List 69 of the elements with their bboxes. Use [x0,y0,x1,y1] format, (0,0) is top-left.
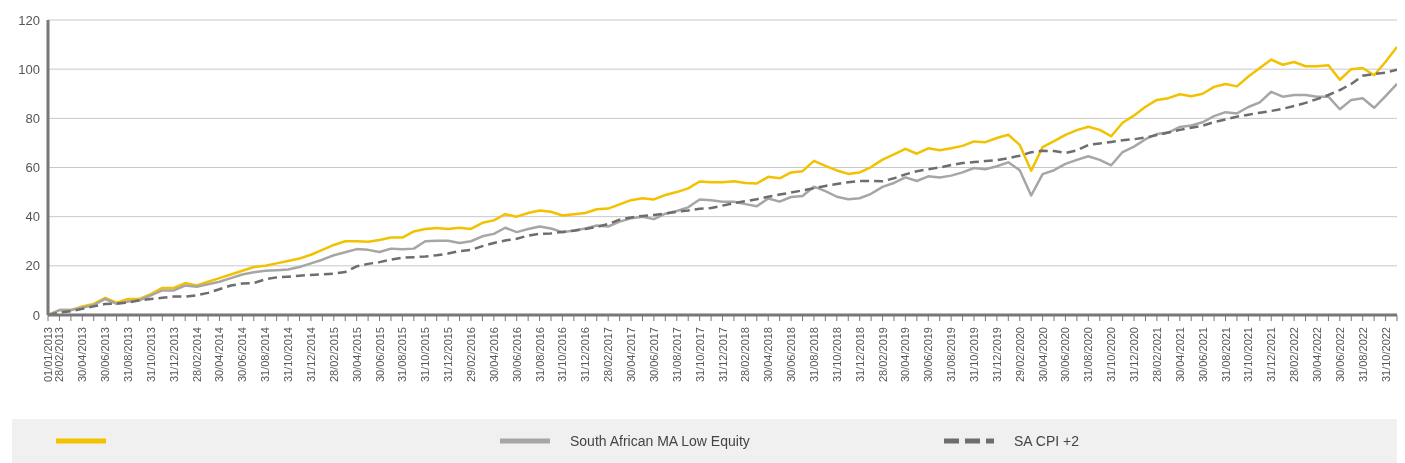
x-tick-label: 31/08/2016 [533,327,546,383]
y-tick-label: 80 [25,110,40,126]
x-tick-label: 31/10/2022 [1379,327,1392,383]
x-tick-label: 28/02/2022 [1288,327,1301,383]
x-tick-label: 29/02/2020 [1013,327,1026,383]
x-tick-label: 30/06/2015 [373,327,386,383]
x-tick-label: 30/04/2014 [213,327,226,383]
x-tick-label: 31/10/2017 [693,327,706,383]
x-tick-label: 31/08/2022 [1356,327,1369,383]
x-tick-label: 31/08/2013 [122,327,135,383]
x-tick-label: 31/12/2016 [579,327,592,383]
x-tick-label: 30/04/2017 [625,327,638,383]
x-tick-label: 30/06/2017 [647,327,660,383]
x-tick-label: 28/02/2015 [327,327,340,383]
x-tick-label: 30/04/2018 [762,327,775,383]
x-tick-label: 31/12/2014 [304,327,317,383]
x-tick-label: 30/06/2014 [236,327,249,383]
legend-label: SA CPI +2 [1014,433,1079,449]
x-tick-label: 31/10/2013 [144,327,157,383]
x-tick-label: 31/12/2018 [853,327,866,383]
x-tick-label: 30/06/2019 [922,327,935,383]
x-tick-label: 31/10/2018 [830,327,843,383]
x-tick-label: 29/02/2016 [464,327,477,383]
x-tick-label: 30/06/2022 [1333,327,1346,383]
x-tick-label: 28/02/2021 [1150,327,1163,383]
x-tick-label: 31/08/2015 [396,327,409,383]
x-tick-label: 28/02/2019 [876,327,889,383]
x-tick-label: 30/04/2016 [487,327,500,383]
x-tick-label: 31/10/2019 [968,327,981,383]
x-tick-label: 31/08/2021 [1219,327,1232,383]
x-tick-label: 30/04/2022 [1310,327,1323,383]
y-tick-label: 100 [18,61,40,77]
x-tick-label: 31/08/2014 [259,327,272,383]
x-tick-label: 31/12/2019 [990,327,1003,383]
x-tick-label: 28/02/2014 [190,327,203,383]
x-tick-label: 31/08/2020 [1082,327,1095,383]
y-tick-label: 40 [25,209,40,225]
x-tick-label: 30/06/2021 [1196,327,1209,383]
x-tick-label: 30/04/2019 [899,327,912,383]
x-tick-label: 31/08/2018 [807,327,820,383]
x-tick-label: 31/08/2019 [945,327,958,383]
y-tick-label: 60 [25,160,40,176]
x-tick-label: 28/02/2017 [602,327,615,383]
x-tick-label: 31/10/2021 [1242,327,1255,383]
x-tick-label: 31/10/2016 [556,327,569,383]
x-tick-label: 31/10/2014 [282,327,295,383]
x-tick-label: 30/06/2016 [510,327,523,383]
x-tick-label: 30/06/2018 [785,327,798,383]
y-tick-label: 20 [25,258,40,274]
x-tick-label: 31/10/2020 [1105,327,1118,383]
x-tick-label: 28/02/2018 [739,327,752,383]
x-tick-label: 31/12/2017 [716,327,729,383]
x-tick-label: 31/12/2021 [1265,327,1278,383]
y-tick-label: 0 [32,307,40,323]
x-tick-label: 01/01/2013 [42,327,54,383]
x-tick-label: 30/06/2013 [99,327,112,383]
x-tick-label: 30/04/2015 [350,327,363,383]
x-tick-label: 30/04/2021 [1173,327,1186,383]
x-tick-label: 31/12/2015 [442,327,455,383]
y-tick-label: 120 [18,12,40,28]
x-tick-label: 30/06/2020 [1059,327,1072,383]
x-tick-label: 31/10/2015 [419,327,432,383]
x-tick-label: 31/08/2017 [670,327,683,383]
x-tick-label: 31/12/2013 [167,327,180,383]
legend-label: South African MA Low Equity [570,433,750,449]
x-tick-label: 30/04/2020 [1036,327,1049,383]
x-tick-label: 30/04/2013 [76,327,89,383]
x-tick-label: 28/02/2013 [53,327,66,383]
x-tick-label: 31/12/2020 [1128,327,1141,383]
